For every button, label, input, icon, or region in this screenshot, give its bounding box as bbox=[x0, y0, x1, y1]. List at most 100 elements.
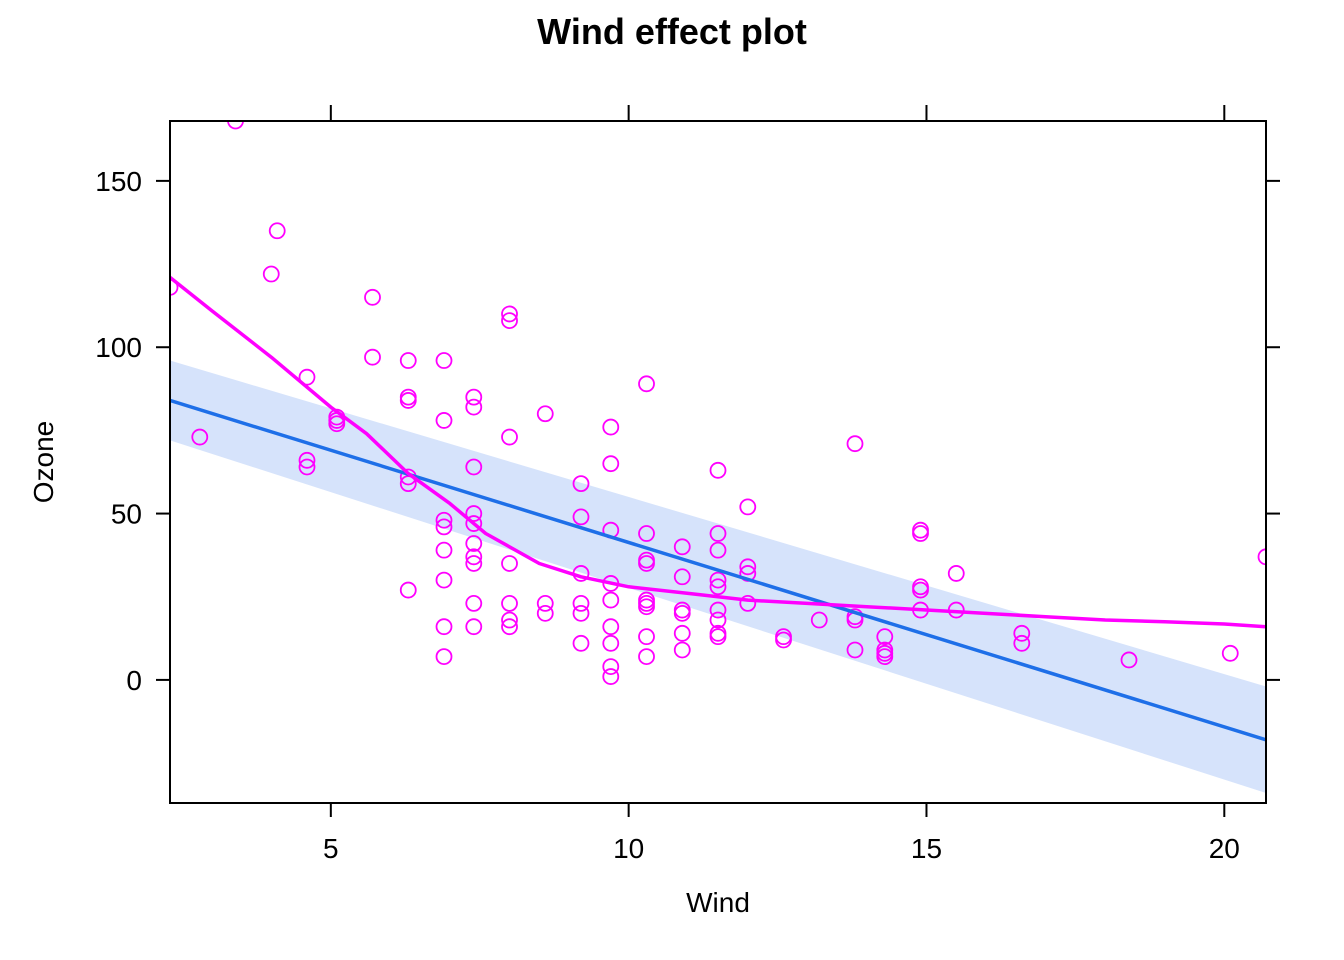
data-point bbox=[262, 265, 280, 283]
data-point bbox=[399, 581, 417, 599]
y-tick-label: 100 bbox=[95, 332, 142, 363]
x-tick-label: 5 bbox=[323, 833, 339, 864]
data-point bbox=[912, 525, 929, 542]
y-tick-label: 150 bbox=[95, 166, 142, 197]
data-point bbox=[501, 555, 518, 572]
data-point bbox=[602, 634, 620, 652]
plot-area bbox=[170, 121, 1266, 794]
data-point bbox=[912, 521, 929, 539]
data-point bbox=[399, 388, 417, 406]
data-point bbox=[709, 611, 727, 629]
data-point bbox=[1120, 651, 1138, 669]
data-point bbox=[536, 594, 554, 612]
x-tick-label: 10 bbox=[613, 833, 644, 864]
data-point bbox=[572, 634, 590, 652]
data-point bbox=[501, 305, 518, 323]
data-point bbox=[298, 451, 316, 469]
data-point bbox=[435, 618, 453, 636]
data-point bbox=[709, 601, 727, 619]
data-point bbox=[501, 594, 518, 612]
data-point bbox=[435, 412, 453, 429]
data-point bbox=[739, 594, 757, 612]
confidence-band bbox=[170, 360, 1266, 794]
data-point bbox=[638, 598, 655, 616]
data-point bbox=[191, 428, 209, 446]
data-point bbox=[638, 648, 655, 666]
data-point bbox=[501, 611, 518, 629]
data-point bbox=[364, 348, 381, 366]
y-tick-label: 0 bbox=[126, 665, 142, 696]
data-point bbox=[876, 628, 894, 646]
y-axis-label: Ozone bbox=[28, 421, 59, 504]
data-point bbox=[399, 352, 417, 369]
data-point bbox=[465, 388, 483, 406]
data-point bbox=[709, 571, 727, 589]
data-point bbox=[846, 435, 864, 453]
data-point bbox=[298, 458, 316, 476]
plot-frame bbox=[169, 120, 1267, 804]
data-point bbox=[638, 628, 655, 646]
data-point bbox=[501, 312, 518, 330]
chart-title: Wind effect plot bbox=[537, 11, 807, 52]
data-point bbox=[602, 455, 620, 473]
data-point bbox=[602, 618, 620, 636]
data-point bbox=[465, 548, 483, 566]
y-tick-label: 50 bbox=[111, 499, 142, 530]
data-point bbox=[465, 535, 483, 552]
axes: 5 10 15 20 0 50 100 150 bbox=[95, 105, 1280, 864]
data-point bbox=[364, 288, 381, 306]
data-point bbox=[709, 578, 727, 596]
data-point bbox=[465, 398, 483, 416]
x-tick-label: 15 bbox=[911, 833, 942, 864]
data-point bbox=[298, 368, 316, 386]
data-point bbox=[572, 604, 590, 622]
data-point bbox=[947, 565, 965, 582]
data-point bbox=[846, 641, 864, 659]
x-axis-label: Wind bbox=[686, 887, 750, 918]
data-point bbox=[465, 618, 483, 636]
data-point bbox=[435, 648, 453, 666]
data-point bbox=[399, 475, 417, 493]
data-point bbox=[709, 461, 727, 479]
data-point bbox=[536, 405, 554, 423]
data-point bbox=[572, 508, 590, 526]
data-point bbox=[465, 555, 483, 572]
data-point bbox=[810, 611, 828, 629]
data-point bbox=[1257, 548, 1266, 566]
data-point bbox=[435, 571, 453, 589]
data-point bbox=[602, 668, 620, 685]
data-point bbox=[435, 518, 453, 536]
data-point bbox=[328, 415, 346, 433]
data-point bbox=[1013, 634, 1031, 652]
smooth-line bbox=[170, 276, 1266, 629]
fit-line bbox=[170, 398, 1266, 742]
data-point bbox=[465, 594, 483, 612]
data-point bbox=[602, 418, 620, 436]
data-point bbox=[399, 392, 417, 409]
data-point bbox=[709, 525, 727, 542]
data-point bbox=[638, 375, 655, 393]
data-point bbox=[602, 591, 620, 609]
data-point bbox=[170, 278, 179, 296]
data-point bbox=[1221, 644, 1239, 662]
data-point bbox=[572, 475, 590, 493]
data-point bbox=[638, 525, 655, 542]
data-point bbox=[465, 505, 483, 522]
data-point bbox=[602, 658, 620, 675]
data-point bbox=[739, 498, 757, 516]
x-tick-label: 20 bbox=[1209, 833, 1240, 864]
data-point bbox=[876, 648, 894, 666]
data-point bbox=[227, 121, 244, 130]
data-point bbox=[465, 515, 483, 532]
data-point bbox=[912, 581, 929, 599]
data-point bbox=[673, 538, 691, 556]
data-point bbox=[572, 594, 590, 612]
data-point bbox=[673, 641, 691, 659]
data-point bbox=[435, 541, 453, 559]
data-point bbox=[435, 352, 453, 369]
data-point bbox=[775, 631, 792, 649]
data-point bbox=[709, 541, 727, 559]
data-point bbox=[268, 222, 286, 240]
data-point bbox=[1013, 624, 1031, 642]
